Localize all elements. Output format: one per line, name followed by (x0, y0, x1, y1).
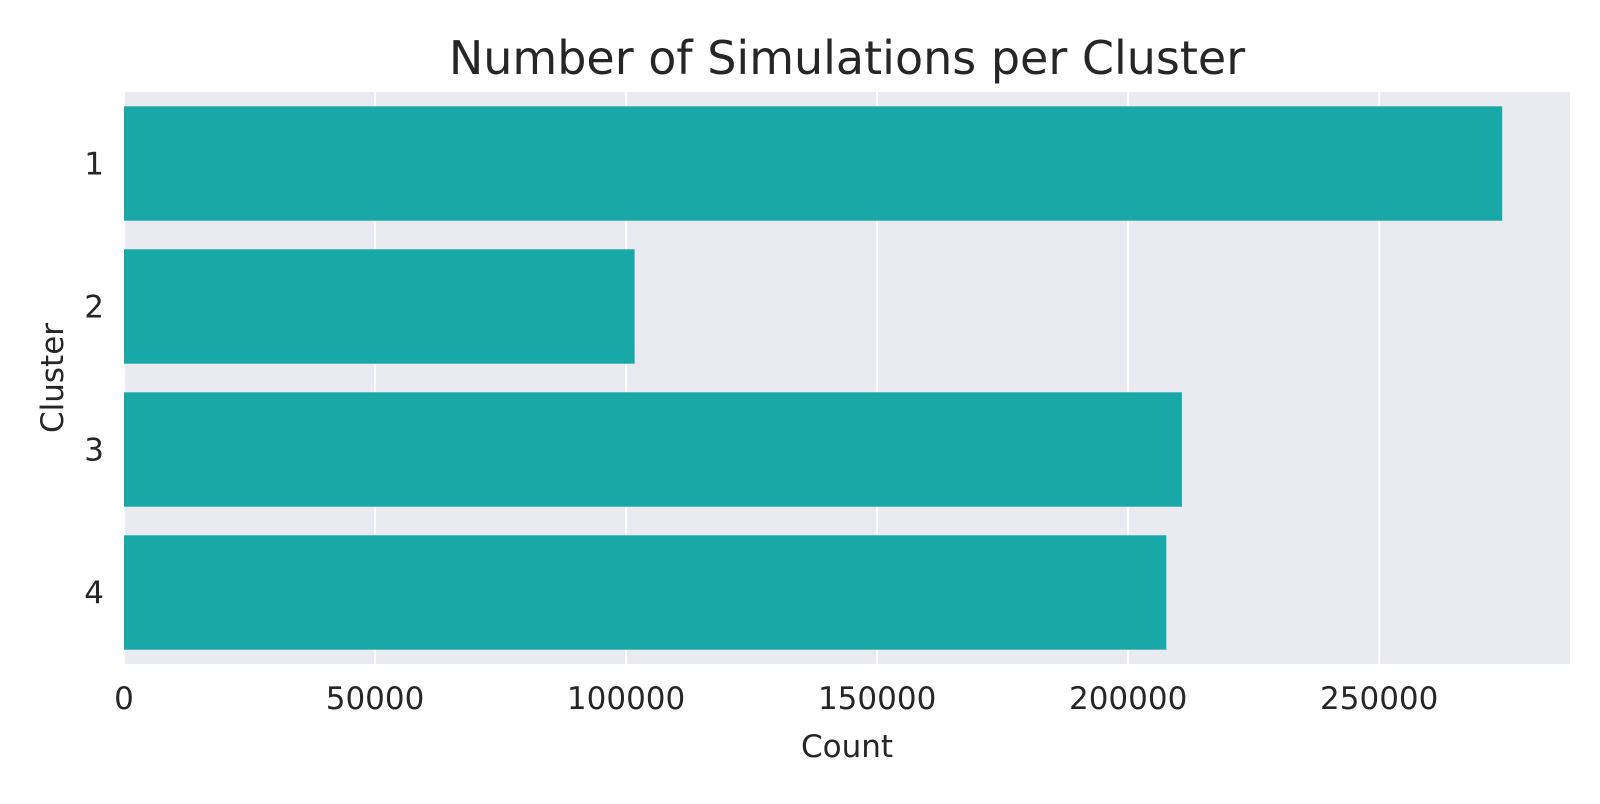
y-tick-label: 4 (84, 576, 104, 612)
x-tick-label: 0 (114, 681, 134, 717)
chart-title: Number of Simulations per Cluster (449, 31, 1245, 85)
bar-cluster-2 (124, 249, 635, 364)
y-tick-label: 1 (84, 147, 104, 183)
x-tick-label: 150000 (818, 681, 936, 717)
x-tick-label: 200000 (1069, 681, 1187, 717)
x-axis-label: Count (801, 729, 893, 765)
x-tick-label: 250000 (1320, 681, 1438, 717)
x-tick-label: 100000 (567, 681, 685, 717)
x-tick-labels: 0 50000 100000 150000 200000 250000 (114, 681, 1438, 717)
y-tick-label: 2 (84, 290, 104, 326)
y-tick-label: 3 (84, 433, 104, 469)
bar-cluster-4 (124, 535, 1167, 650)
bars (124, 106, 1503, 650)
x-tick-label: 50000 (326, 681, 425, 717)
y-axis-label: Cluster (35, 323, 71, 433)
bar-cluster-3 (124, 392, 1182, 507)
bar-cluster-1 (124, 106, 1503, 221)
y-tick-labels: 1 2 3 4 (84, 147, 104, 612)
